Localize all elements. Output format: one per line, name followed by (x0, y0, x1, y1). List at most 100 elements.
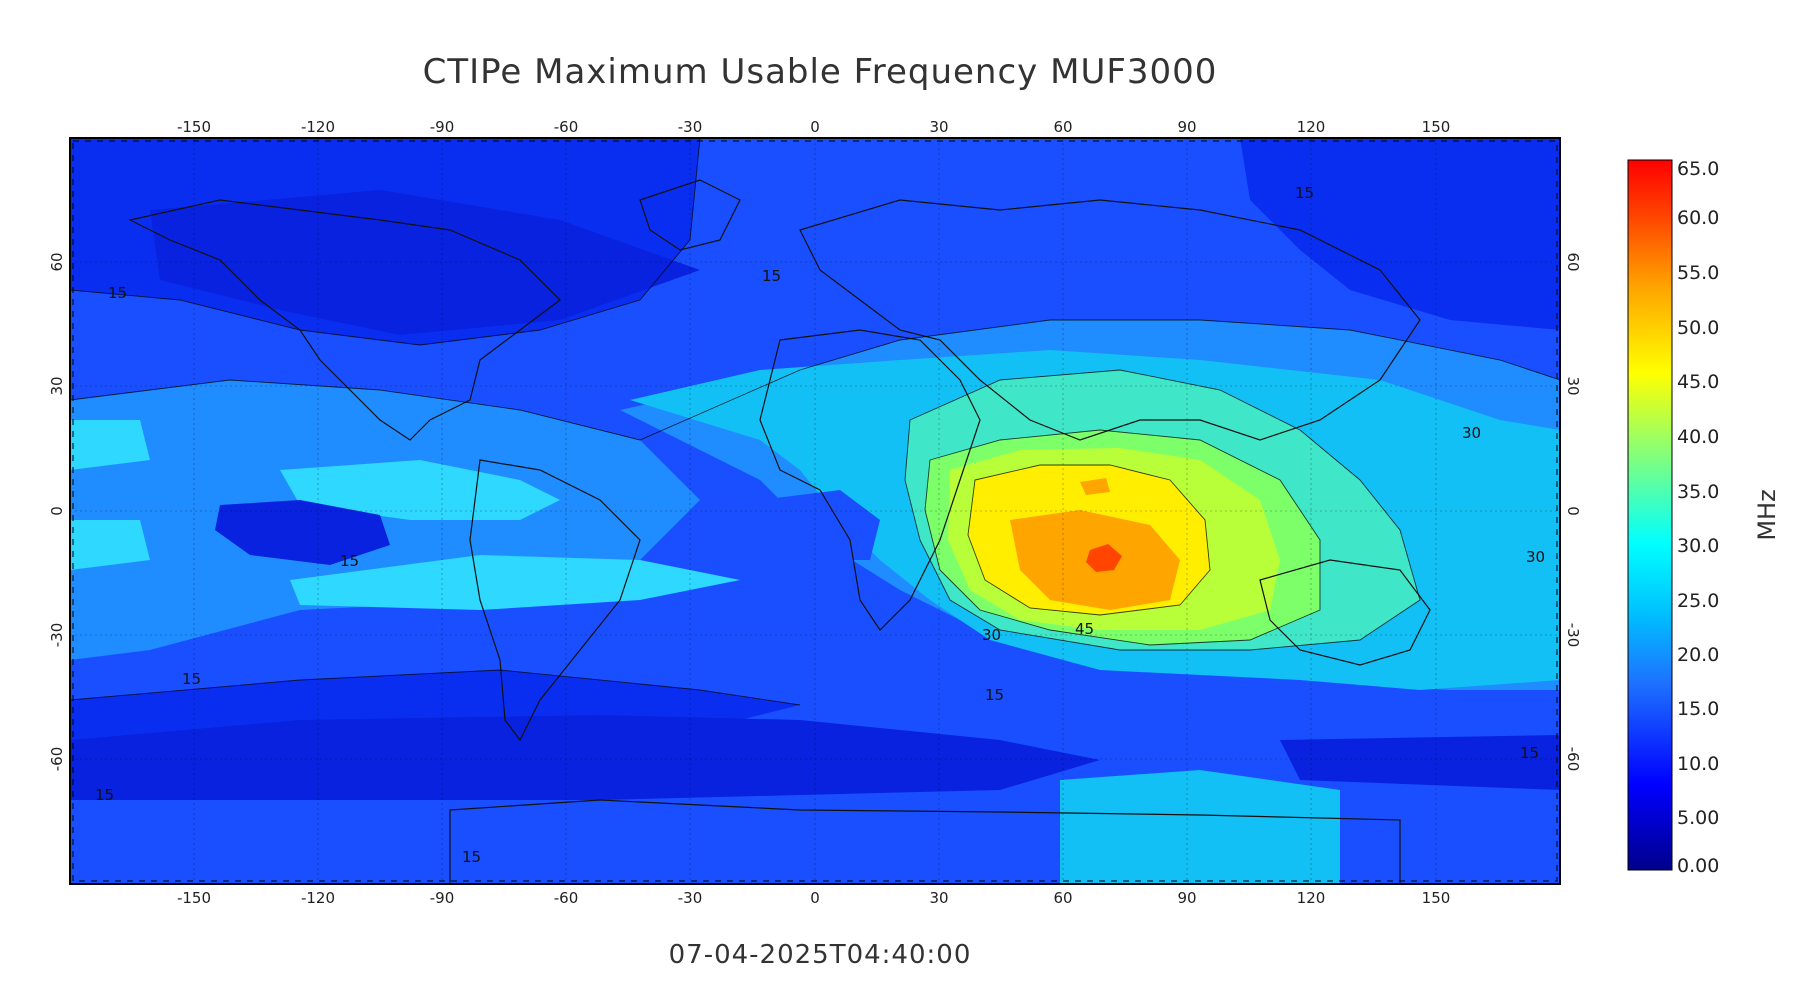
contour-label: 30 (1526, 548, 1545, 566)
colorbar-label: 5.00 (1677, 807, 1719, 829)
antarctica-outline (449, 799, 1401, 884)
lon-tick-top: 120 (1297, 118, 1326, 136)
lon-tick-bottom: -150 (177, 889, 211, 907)
lon-tick-top: -150 (177, 118, 211, 136)
contour-label: 15 (95, 786, 114, 804)
colorbar-label: 10.0 (1677, 753, 1719, 775)
field-core-south (70, 715, 1100, 800)
lon-axis-top: -150 -120 -90 -60 -30 0 30 60 90 120 150 (177, 118, 1450, 136)
lat-tick-right: 60 (1564, 252, 1582, 271)
map-field (70, 138, 1560, 884)
lon-tick-bottom: -120 (301, 889, 335, 907)
colorbar-label: 25.0 (1677, 590, 1719, 612)
field-band-west-edge (70, 420, 150, 470)
contour-label: 15 (108, 284, 127, 302)
lon-tick-bottom: -30 (678, 889, 703, 907)
colorbar-label: 20.0 (1677, 644, 1719, 666)
colorbar-label: 40.0 (1677, 426, 1719, 448)
colorbar-ramp (1627, 159, 1673, 871)
lat-axis-left: 60 30 0 -30 -60 (48, 252, 66, 771)
lon-tick-top: 90 (1177, 118, 1196, 136)
lon-tick-bottom: -60 (554, 889, 579, 907)
field-band-50-small (1080, 478, 1110, 495)
colorbar-label: 65.0 (1677, 158, 1719, 180)
contour-label: 15 (985, 686, 1004, 704)
lon-tick-top: -60 (554, 118, 579, 136)
lon-tick-top: -90 (430, 118, 455, 136)
contour-label: 45 (1075, 620, 1094, 638)
field-band-tropics-west (70, 380, 700, 660)
lat-tick-right: 0 (1564, 506, 1582, 516)
lon-tick-bottom: 60 (1053, 889, 1072, 907)
map-frame-inner (72, 140, 1558, 882)
lat-tick-right: -60 (1564, 747, 1582, 772)
lon-tick-bottom: 30 (929, 889, 948, 907)
field-band-pacific-25 (280, 460, 560, 520)
lon-tick-top: 60 (1053, 118, 1072, 136)
contour-label: 30 (1462, 424, 1481, 442)
lat-tick-right: 30 (1564, 376, 1582, 395)
australia-outline (1259, 559, 1431, 666)
lon-tick-top: -30 (678, 118, 703, 136)
north-america-outline (128, 199, 561, 441)
contour-labels: 15 15 15 15 15 15 15 15 15 30 30 30 45 (95, 184, 1545, 866)
coastlines (128, 179, 1431, 884)
map-frame (69, 137, 1561, 885)
field-core-pacific (215, 500, 390, 565)
contour-label: 30 (982, 626, 1001, 644)
field-band-west-edge-2 (70, 520, 150, 570)
lon-tick-bottom: 120 (1297, 889, 1326, 907)
contour-20-north (70, 319, 1560, 441)
contour-label: 15 (1520, 744, 1539, 762)
eurasia-outline (799, 199, 1421, 441)
colorbar-label: 50.0 (1677, 317, 1719, 339)
colorbar-label: 0.00 (1677, 855, 1719, 877)
colorbar-label: 55.0 (1677, 262, 1719, 284)
lon-tick-top: 150 (1422, 118, 1451, 136)
colorbar-label: 60.0 (1677, 207, 1719, 229)
contour-label: 15 (1295, 184, 1314, 202)
timestamp: 07-04-2025T04:40:00 (668, 940, 972, 970)
lon-tick-bottom: 150 (1422, 889, 1451, 907)
lat-axis-right: 60 30 0 -30 -60 (1564, 252, 1582, 771)
africa-outline (759, 329, 981, 631)
contour-label: 15 (762, 267, 781, 285)
lon-axis-bottom: -150 -120 -90 -60 -30 0 30 60 90 120 150 (177, 889, 1450, 907)
field-core-south-east (1280, 735, 1560, 790)
contour-label: 15 (182, 670, 201, 688)
contour-35 (924, 429, 1321, 646)
lon-tick-top: 0 (810, 118, 820, 136)
field-band-atlantic-25 (290, 555, 740, 610)
colorbar-label: 35.0 (1677, 481, 1719, 503)
chart-title: CTIPe Maximum Usable Frequency MUF3000 (422, 52, 1218, 92)
colorbar-label: 45.0 (1677, 371, 1719, 393)
contour-30 (904, 369, 1421, 651)
contour-label: 15 (340, 552, 359, 570)
field-band-north-east (1240, 138, 1560, 330)
field-peak (1086, 544, 1122, 572)
lat-tick-left: 0 (48, 506, 66, 516)
contour-15-north (70, 138, 701, 346)
colorbar: 65.0 60.0 55.0 50.0 45.0 40.0 35.0 30.0 … (1627, 158, 1781, 877)
south-america-outline (469, 459, 641, 742)
lon-tick-bottom: 90 (1177, 889, 1196, 907)
graticule (70, 138, 1560, 884)
contour-15-south (70, 669, 801, 706)
lat-tick-left: 60 (48, 252, 66, 271)
lat-tick-left: -60 (48, 747, 66, 772)
lon-tick-top: -120 (301, 118, 335, 136)
field-south-light (1060, 770, 1340, 884)
field-core-north-america (150, 190, 700, 335)
contour-lines (70, 138, 1560, 706)
colorbar-label: 15.0 (1677, 698, 1719, 720)
lat-tick-left: -30 (48, 623, 66, 648)
lon-tick-bottom: 0 (810, 889, 820, 907)
greenland-outline (639, 179, 741, 251)
colorbar-unit: MHz (1753, 489, 1781, 540)
colorbar-label: 30.0 (1677, 535, 1719, 557)
contour-label: 15 (462, 848, 481, 866)
lon-tick-top: 30 (929, 118, 948, 136)
lat-tick-left: 30 (48, 376, 66, 395)
contour-45 (967, 464, 1211, 616)
